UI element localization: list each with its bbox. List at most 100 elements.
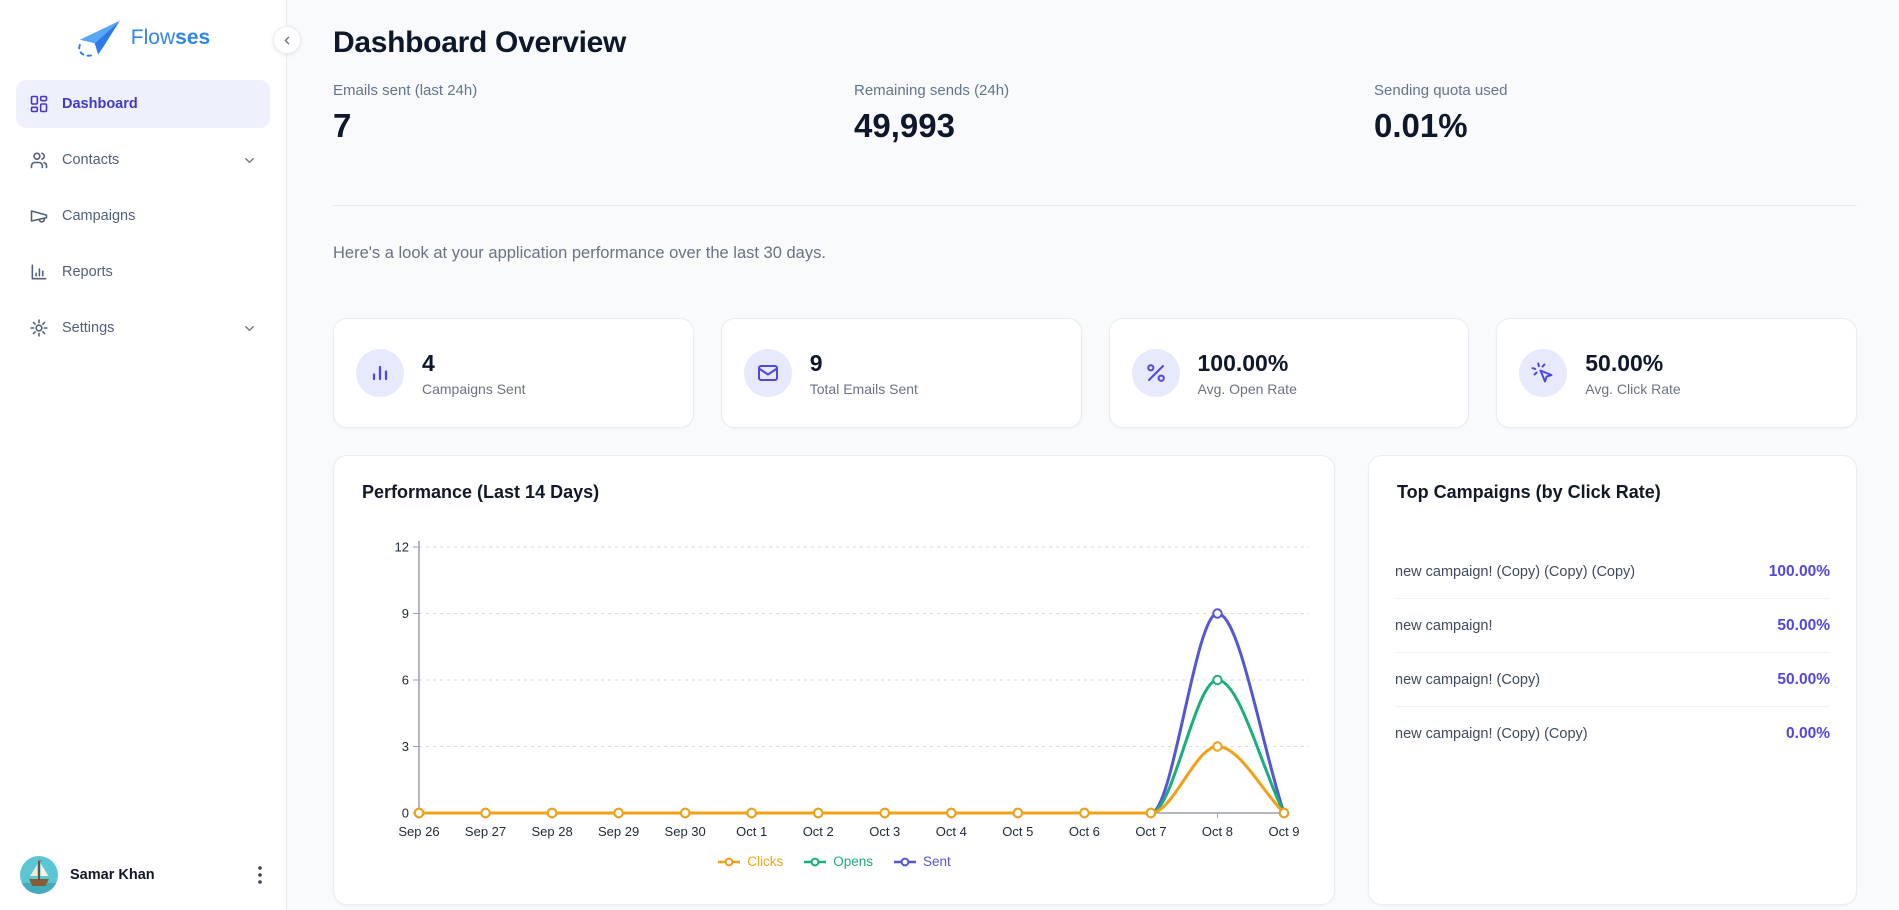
campaign-row[interactable]: new campaign! (Copy) (Copy) 0.00%: [1395, 707, 1830, 761]
cursor-click-icon: [1519, 349, 1568, 397]
svg-text:0: 0: [402, 806, 409, 821]
legend-label: Sent: [923, 854, 951, 869]
page-subtitle: Here's a look at your application perfor…: [333, 244, 826, 262]
campaign-row[interactable]: new campaign! (Copy) (Copy) (Copy) 100.0…: [1395, 545, 1830, 599]
stat-card-body: 100.00% Avg. Open Rate: [1198, 350, 1297, 397]
header-stat-value: 7: [333, 107, 352, 144]
sidebar-nav: Dashboard Contacts Campaigns: [0, 66, 286, 352]
user-menu-button[interactable]: [254, 862, 266, 888]
top-campaigns-card: Top Campaigns (by Click Rate) new campai…: [1368, 455, 1857, 905]
legend-marker-icon: [804, 857, 827, 866]
header-stat: Remaining sends (24h) 49,993: [854, 82, 1374, 145]
envelope-icon: [743, 349, 792, 397]
percent-icon: [1131, 349, 1180, 397]
chevron-down-icon: [242, 321, 257, 336]
svg-text:Sep 27: Sep 27: [465, 824, 506, 839]
dashboard-icon: [29, 94, 49, 114]
header-divider: [333, 205, 1857, 206]
chart-title: Performance (Last 14 Days): [362, 482, 600, 502]
brand-name-bold: ses: [175, 26, 211, 49]
legend-item-opens[interactable]: Opens: [803, 854, 873, 869]
settings-icon: [29, 318, 49, 338]
campaign-row[interactable]: new campaign! 50.00%: [1395, 599, 1830, 653]
svg-text:Oct 1: Oct 1: [736, 824, 767, 839]
legend-item-sent[interactable]: Sent: [893, 854, 951, 869]
sidebar: Flowses Dashboard Contacts: [0, 0, 287, 910]
svg-text:3: 3: [402, 739, 409, 754]
stat-cards: 4 Campaigns Sent 9 Total Emails Sent 1: [333, 318, 1857, 428]
header-stat: Emails sent (last 24h) 7: [333, 82, 854, 145]
sidebar-item-label: Contacts: [62, 152, 120, 168]
legend-marker-icon: [894, 857, 916, 866]
chevron-down-icon: [242, 153, 257, 168]
top-campaigns-list: new campaign! (Copy) (Copy) (Copy) 100.0…: [1395, 545, 1830, 761]
campaign-click-rate: 50.00%: [1777, 670, 1830, 688]
sidebar-item-contacts[interactable]: Contacts: [16, 136, 270, 184]
svg-text:Oct 6: Oct 6: [1069, 824, 1100, 839]
reports-icon: [29, 262, 49, 282]
chart-legend: Clicks Opens Sent: [334, 854, 1334, 869]
svg-text:Oct 5: Oct 5: [1002, 824, 1033, 839]
series-clicks: [413, 741, 1290, 819]
campaign-name: new campaign! (Copy) (Copy) (Copy): [1395, 563, 1636, 580]
svg-text:Sep 30: Sep 30: [665, 824, 706, 839]
sidebar-item-label: Campaigns: [62, 208, 136, 224]
chart-gridlines: [419, 546, 1309, 747]
paper-plane-icon: [76, 18, 122, 58]
avatar: [20, 856, 58, 894]
user-name: Samar Khan: [70, 867, 155, 883]
legend-marker-icon: [718, 857, 741, 866]
svg-text:Oct 2: Oct 2: [803, 824, 834, 839]
stat-card-click-rate: 50.00% Avg. Click Rate: [1496, 318, 1857, 428]
campaign-click-rate: 0.00%: [1786, 725, 1830, 742]
svg-text:Oct 4: Oct 4: [936, 824, 967, 839]
stat-card-open-rate: 100.00% Avg. Open Rate: [1108, 318, 1470, 428]
user-profile[interactable]: Samar Khan: [12, 850, 274, 900]
sidebar-item-reports[interactable]: Reports: [16, 248, 270, 296]
campaign-click-rate: 50.00%: [1777, 616, 1830, 634]
stat-card-value: 9: [809, 349, 823, 376]
header-stat-label: Remaining sends (24h): [854, 82, 1010, 99]
svg-text:Sep 26: Sep 26: [398, 824, 439, 839]
legend-label: Clicks: [747, 854, 784, 869]
brand-name-light: Flow: [130, 26, 176, 49]
svg-text:Sep 28: Sep 28: [531, 824, 572, 839]
svg-text:6: 6: [402, 673, 409, 688]
header-stat-label: Emails sent (last 24h): [333, 82, 478, 99]
sidebar-item-settings[interactable]: Settings: [16, 304, 270, 352]
chevron-left-icon: [284, 36, 289, 44]
stat-card-value: 4: [422, 349, 435, 376]
legend-item-clicks[interactable]: Clicks: [717, 854, 783, 869]
stat-card-body: 4 Campaigns Sent: [422, 350, 526, 397]
svg-text:Oct 3: Oct 3: [869, 824, 900, 839]
top-campaigns-title: Top Campaigns (by Click Rate): [1397, 482, 1661, 502]
svg-text:Oct 8: Oct 8: [1202, 824, 1233, 839]
stat-card-campaigns-sent: 4 Campaigns Sent: [333, 318, 694, 428]
stat-card-body: 9 Total Emails Sent: [810, 350, 918, 397]
stat-card-total-emails: 9 Total Emails Sent: [720, 318, 1082, 428]
campaign-click-rate: 100.00%: [1768, 562, 1830, 580]
header-stat-value: 0.01%: [1374, 107, 1468, 144]
sidebar-collapse-button[interactable]: [273, 26, 301, 54]
stat-card-label: Total Emails Sent: [809, 380, 918, 397]
sidebar-item-campaigns[interactable]: Campaigns: [16, 192, 270, 240]
brand-logo[interactable]: Flowses: [0, 10, 286, 66]
svg-text:12: 12: [395, 540, 409, 555]
svg-text:Oct 9: Oct 9: [1268, 824, 1299, 839]
stat-card-label: Campaigns Sent: [422, 380, 526, 397]
bar-chart-icon: [356, 349, 404, 397]
performance-line-chart[interactable]: 0 3 6 9 12 Sep 26 Sep 27 Sep 28 Sep 29 Sep 30 Oct …: [354, 516, 1314, 861]
stat-card-value: 50.00%: [1585, 349, 1664, 376]
stat-card-body: 50.00% Avg. Click Rate: [1585, 350, 1680, 397]
stat-card-value: 100.00%: [1197, 349, 1289, 376]
header-stats: Emails sent (last 24h) 7 Remaining sends…: [333, 82, 1857, 145]
header-stat: Sending quota used 0.01%: [1374, 82, 1857, 145]
svg-text:9: 9: [402, 606, 409, 621]
header-stat-label: Sending quota used: [1374, 82, 1508, 99]
page-title: Dashboard Overview: [333, 26, 627, 59]
campaign-row[interactable]: new campaign! (Copy) 50.00%: [1395, 653, 1830, 707]
series-sent: [413, 608, 1290, 819]
sidebar-item-dashboard[interactable]: Dashboard: [16, 80, 270, 128]
stat-card-label: Avg. Open Rate: [1197, 380, 1297, 397]
stat-card-label: Avg. Click Rate: [1585, 380, 1681, 397]
